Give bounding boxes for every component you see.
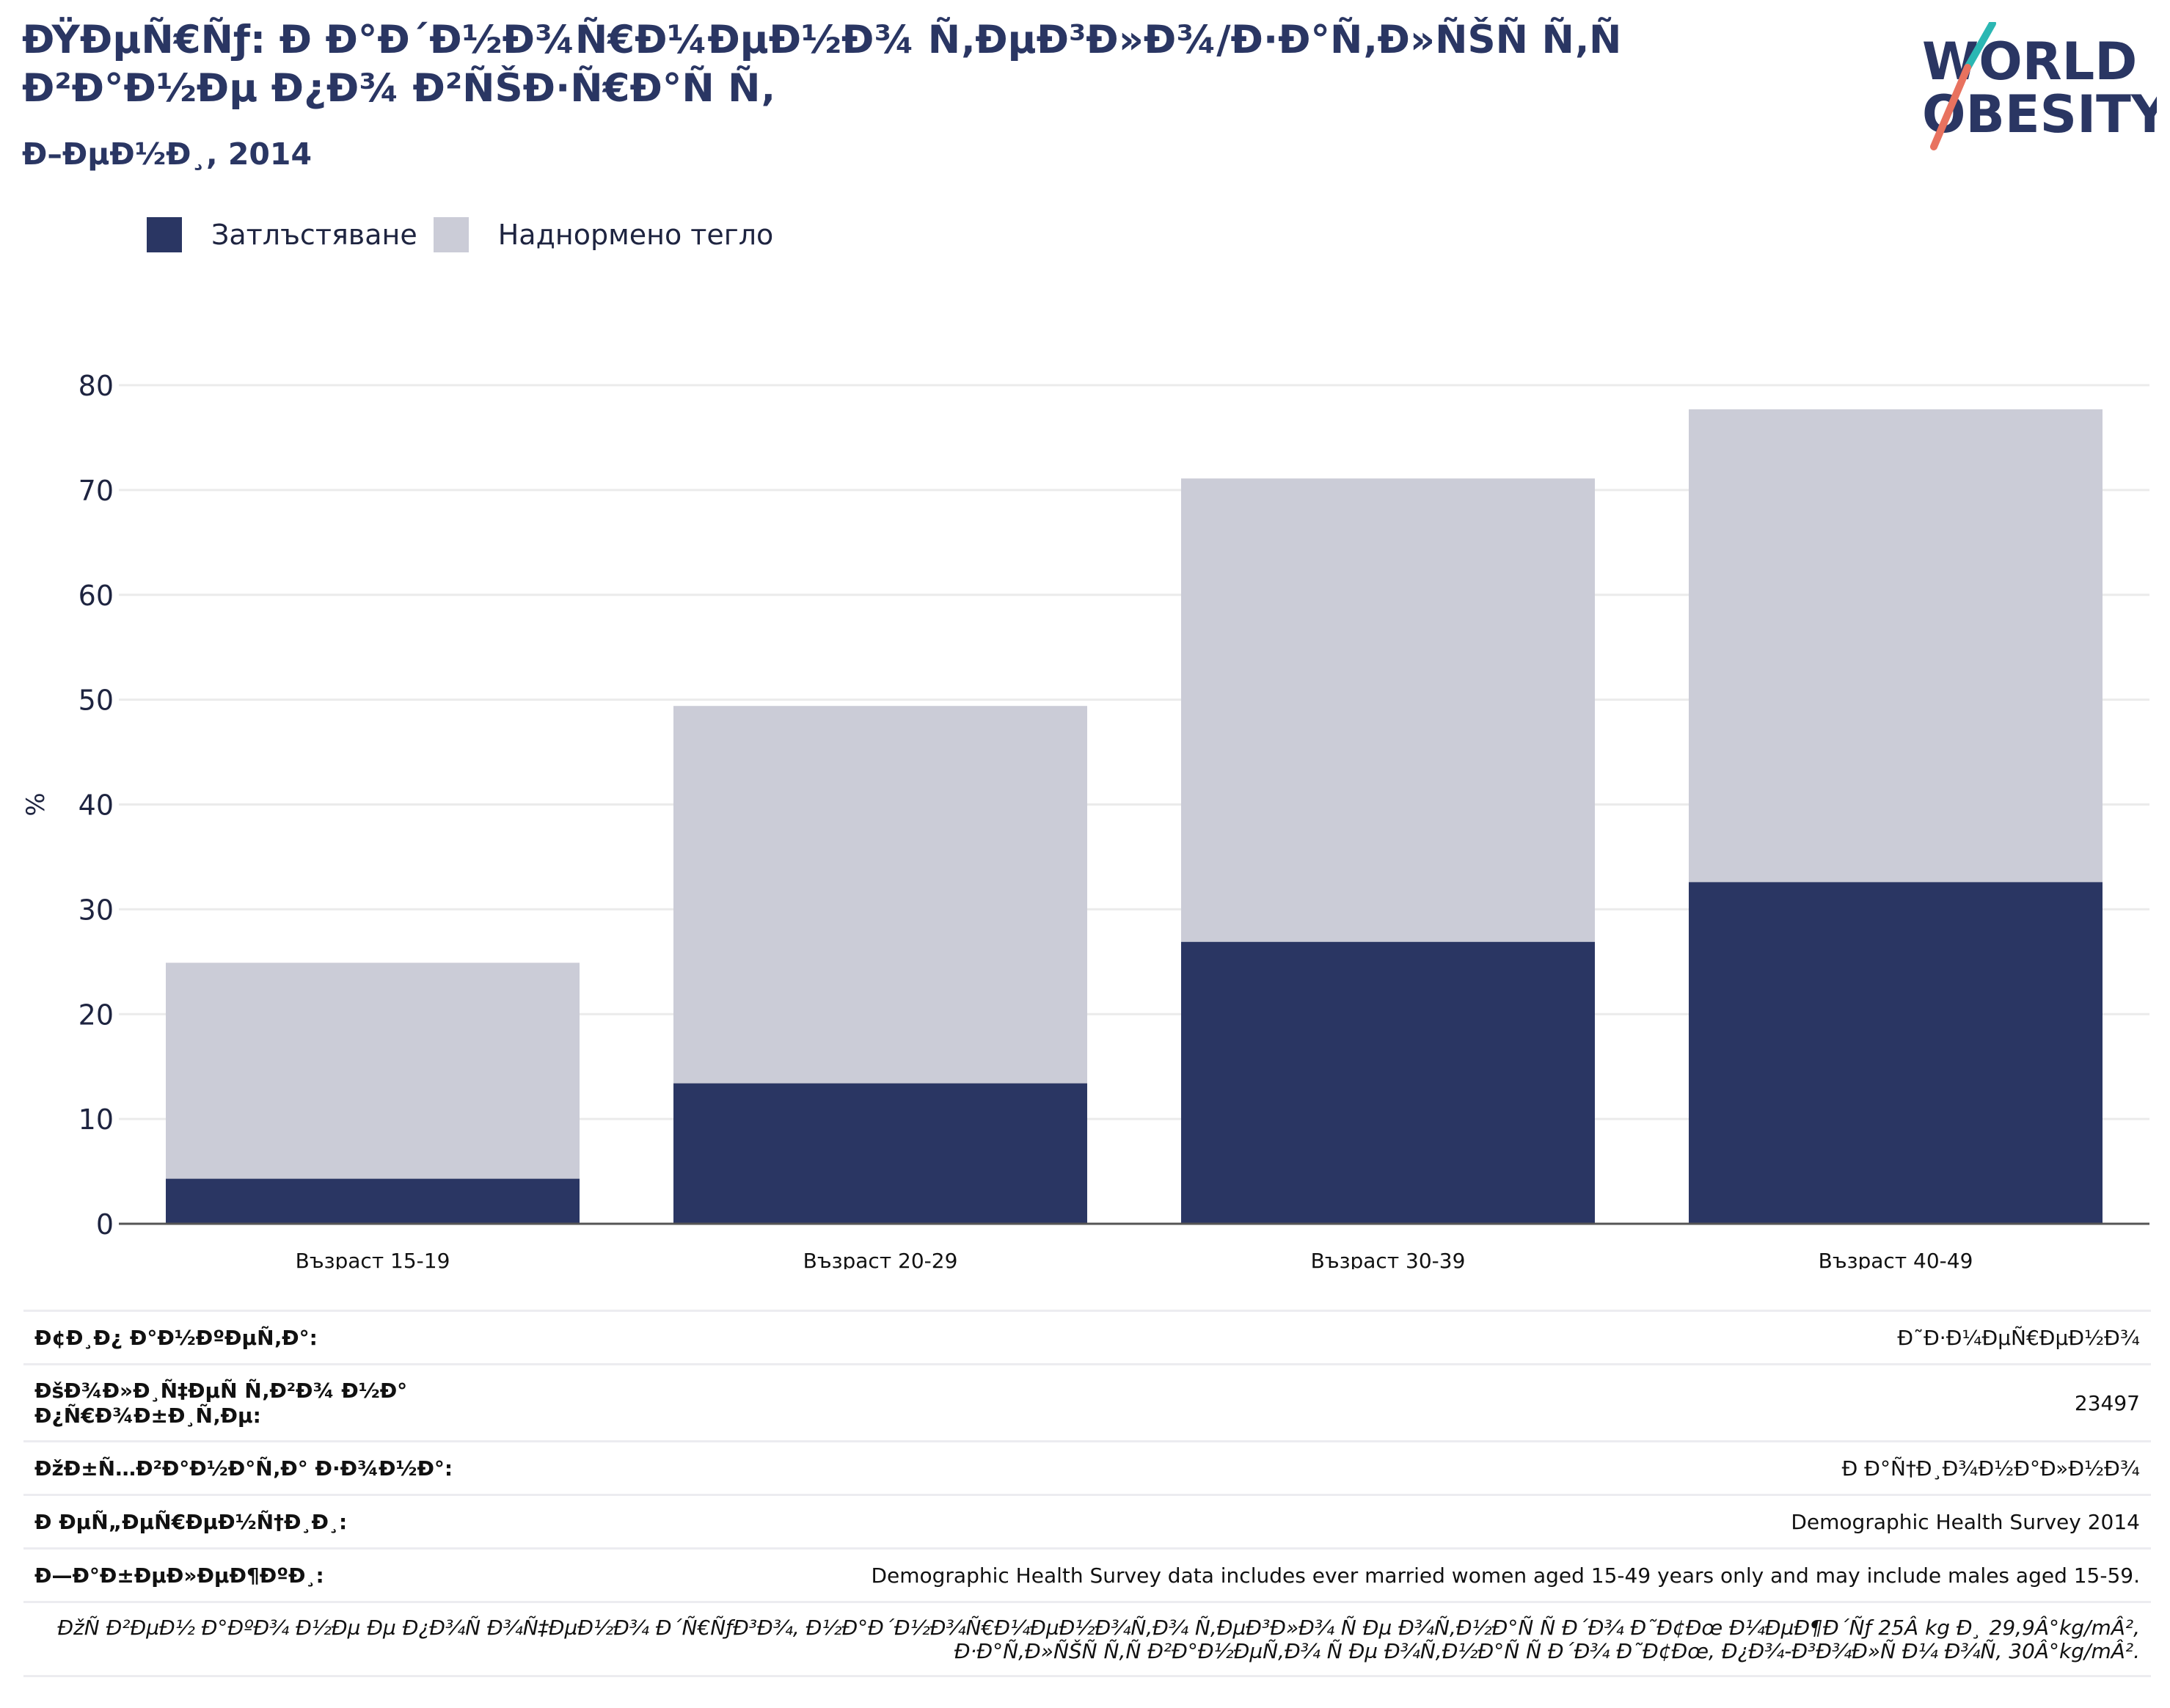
- chart-subtitle: Ð–ÐµÐ½Ð¸, 2014: [22, 136, 312, 172]
- info-value: Ð Ð°Ñ†Ð¸Ð¾Ð½Ð°Ð»Ð½Ð¾: [1841, 1456, 2140, 1481]
- bar-obesity: [673, 1083, 1087, 1224]
- stacked-bar-chart: 0 10 20 30 40 50 60 70 80% Възраст 15-19 Възраст 2…: [21, 370, 2149, 1269]
- info-key: Ð ÐµÑ„ÐµÑ€ÐµÐ½Ñ†Ð¸Ð¸:: [34, 1510, 348, 1534]
- legend-label-obesity: Затлъстяване: [211, 219, 417, 251]
- legend-item-overweight[interactable]: Наднормено тегло: [433, 217, 774, 252]
- logo-text-world: WORLD: [1922, 32, 2137, 92]
- y-tick-label: 70: [78, 475, 114, 507]
- info-value: 23497: [2074, 1391, 2140, 1415]
- info-row-sample-size: ÐšÐ¾Ð»Ð¸Ñ‡ÐµÑ Ñ‚Ð²Ð¾ Ð½Ð° Ð¿Ñ€Ð¾Ð±Ð¸Ñ‚Ðµ…: [23, 1363, 2151, 1440]
- x-tick-label: Възраст 15-19: [296, 1249, 450, 1269]
- info-value: Demographic Health Survey 2014: [1791, 1510, 2140, 1534]
- bar-overweight: [673, 706, 1087, 1084]
- y-tick-label: 20: [78, 999, 114, 1031]
- x-tick-label: Възраст 30-39: [1311, 1249, 1466, 1269]
- info-row-references: Ð ÐµÑ„ÐµÑ€ÐµÐ½Ñ†Ð¸Ð¸: Demographic Health…: [23, 1494, 2151, 1547]
- bar-obesity: [1689, 882, 2103, 1224]
- bar-overweight: [166, 963, 580, 1179]
- legend-item-obesity[interactable]: Затлъстяване: [147, 217, 417, 252]
- y-tick-label: 50: [78, 685, 114, 717]
- info-key: Ð¢Ð¸Ð¿ Ð°Ð½ÐºÐµÑ‚Ð°:: [34, 1326, 318, 1350]
- y-tick-label: 10: [78, 1103, 114, 1136]
- y-axis-label: %: [21, 792, 51, 816]
- x-tick-label: Възраст 20-29: [803, 1249, 958, 1269]
- world-obesity-logo: WORLD OBESITY: [1922, 22, 2157, 150]
- info-key: Ð—Ð°Ð±ÐµÐ»ÐµÐ¶ÐºÐ¸:: [34, 1563, 324, 1588]
- bar-obesity: [1181, 941, 1595, 1224]
- legend-swatch-overweight: [433, 217, 469, 252]
- info-value: Demographic Health Survey data includes …: [871, 1563, 2140, 1588]
- chart-title: ÐŸÐµÑ€Ñƒ: Ð Ð°Ð´Ð½Ð¾Ñ€Ð¼ÐµÐ½Ð¾ Ñ‚ÐµÐ³Ð»Ð…: [22, 18, 1622, 111]
- info-row-notes: Ð—Ð°Ð±ÐµÐ»ÐµÐ¶ÐºÐ¸: Demographic Health S…: [23, 1547, 2151, 1601]
- y-tick-label: 40: [78, 789, 114, 822]
- x-tick-label: Възраст 40-49: [1819, 1249, 1973, 1269]
- bar-overweight: [1689, 409, 2103, 883]
- logo-slash-top: [1964, 22, 1996, 71]
- chart-legend: Затлъстяване Наднормено тегло: [147, 213, 789, 257]
- info-key: ÐšÐ¾Ð»Ð¸Ñ‡ÐµÑ Ñ‚Ð²Ð¾ Ð½Ð° Ð¿Ñ€Ð¾Ð±Ð¸Ñ‚Ðµ…: [34, 1379, 408, 1428]
- legend-label-overweight: Наднормено тегло: [497, 219, 774, 251]
- info-footnote: ÐžÑ Ð²ÐµÐ½ Ð°ÐºÐ¾ Ð½Ðµ Ðµ Ð¿Ð¾Ñ Ð¾Ñ‡ÐµÐ½…: [23, 1601, 2151, 1677]
- logo-slash-bottom: [1930, 64, 1971, 150]
- info-row-survey-type: Ð¢Ð¸Ð¿ Ð°Ð½ÐºÐµÑ‚Ð°: Ð˜Ð·Ð¼ÐµÑ€ÐµÐ½Ð¾: [23, 1310, 2151, 1363]
- y-tick-label: 0: [96, 1208, 114, 1241]
- info-table: Ð¢Ð¸Ð¿ Ð°Ð½ÐºÐµÑ‚Ð°: Ð˜Ð·Ð¼ÐµÑ€ÐµÐ½Ð¾ Ðš…: [23, 1310, 2151, 1677]
- legend-swatch-obesity: [147, 217, 182, 252]
- info-row-coverage: ÐžÐ±Ñ…Ð²Ð°Ð½Ð°Ñ‚Ð° Ð·Ð¾Ð½Ð°: Ð Ð°Ñ†Ð¸Ð¾Ð…: [23, 1440, 2151, 1494]
- bar-obesity: [166, 1178, 580, 1224]
- logo-text-obesity: OBESITY: [1922, 84, 2157, 145]
- bar-overweight: [1181, 478, 1595, 942]
- y-tick-label: 60: [78, 580, 114, 612]
- y-tick-label: 30: [78, 894, 114, 926]
- info-key: ÐžÐ±Ñ…Ð²Ð°Ð½Ð°Ñ‚Ð° Ð·Ð¾Ð½Ð°:: [34, 1456, 453, 1481]
- y-tick-label: 80: [78, 370, 114, 402]
- info-value: Ð˜Ð·Ð¼ÐµÑ€ÐµÐ½Ð¾: [1897, 1326, 2140, 1350]
